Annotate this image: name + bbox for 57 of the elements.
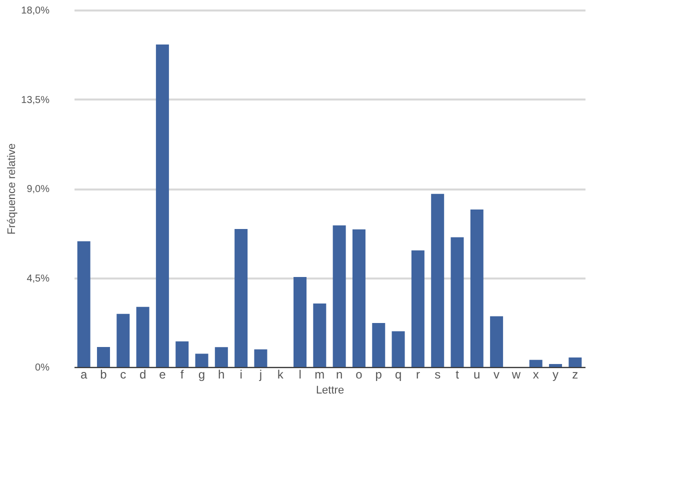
x-tick-label: v	[494, 368, 500, 382]
bar	[195, 354, 208, 367]
x-tick-label: b	[100, 368, 108, 382]
x-tick-label: a	[80, 368, 88, 382]
x-tick-label: g	[198, 368, 206, 382]
bar	[116, 314, 130, 367]
bar	[77, 241, 90, 367]
bar	[431, 194, 444, 367]
y-tick-label: 4,5%	[26, 273, 50, 284]
y-tick-label: 18,0%	[21, 6, 50, 16]
bar	[176, 341, 189, 367]
x-tick-label: y	[552, 368, 559, 382]
bar	[549, 364, 562, 367]
y-axis-title: Fréquence relative	[6, 143, 18, 235]
bar	[411, 250, 424, 367]
bar	[450, 237, 464, 367]
x-tick-label: z	[572, 368, 578, 382]
x-tick-label: r	[416, 368, 420, 382]
bar	[214, 347, 228, 367]
x-tick-label: w	[510, 368, 521, 382]
bar	[529, 360, 542, 367]
x-tick-label: u	[474, 368, 480, 382]
x-tick-label: i	[240, 368, 242, 382]
bar	[136, 306, 150, 367]
x-axis-title: Lettre	[316, 384, 344, 396]
bar	[313, 304, 326, 367]
x-tick-label: s	[434, 368, 441, 382]
bar	[372, 322, 386, 367]
x-tick-label: e	[159, 368, 166, 382]
x-tick-label: m	[314, 368, 325, 382]
y-tick-label: 13,5%	[21, 94, 50, 106]
x-tick-label: p	[375, 368, 382, 382]
x-tick-label: f	[180, 368, 184, 382]
bar	[294, 276, 307, 367]
bar	[490, 316, 504, 367]
bar	[156, 44, 169, 367]
x-tick-label: k	[277, 368, 284, 382]
bar	[392, 331, 405, 367]
x-tick-label: o	[356, 368, 363, 382]
x-tick-label: c	[120, 368, 126, 382]
x-tick-label: l	[298, 368, 302, 382]
x-tick-label: d	[139, 368, 146, 382]
y-tick-label: 9,0%	[26, 184, 50, 195]
bar	[568, 357, 582, 367]
bar	[254, 349, 268, 367]
bar	[352, 229, 366, 367]
bar	[234, 228, 248, 367]
y-tick-label: 0%	[35, 362, 50, 374]
x-tick-label: x	[532, 368, 539, 382]
x-tick-label: j	[258, 368, 262, 382]
x-tick-label: q	[394, 368, 402, 382]
x-tick-label: t	[456, 368, 460, 382]
bar	[332, 225, 346, 367]
bar	[96, 346, 110, 367]
x-tick-label: h	[218, 368, 225, 382]
x-tick-label: n	[336, 368, 343, 382]
bar	[470, 210, 484, 367]
